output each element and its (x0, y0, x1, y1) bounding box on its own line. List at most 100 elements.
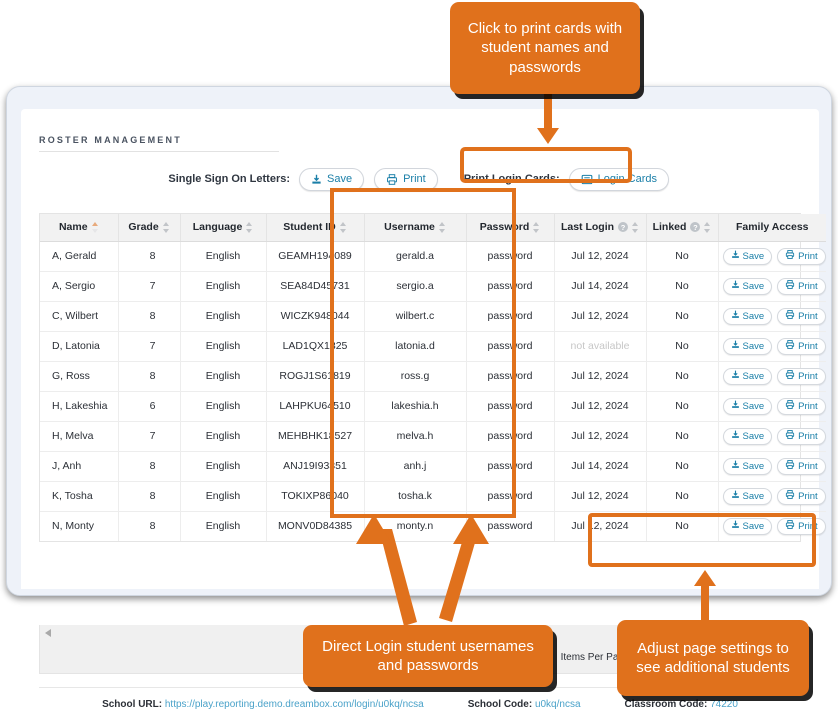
family-print-label: Print (798, 430, 818, 442)
items-per-page-label: Items Per Page: (560, 652, 633, 663)
cell-last-login: Jul 12, 2024 (554, 301, 647, 332)
family-print-label: Print (798, 490, 818, 502)
family-print-button[interactable]: Print (777, 427, 826, 445)
column-header-linked[interactable]: Linked? (646, 214, 719, 242)
family-print-label: Print (798, 460, 818, 472)
column-header-label: Family Access (735, 221, 809, 234)
family-save-label: Save (742, 490, 765, 502)
table-row: D, Latonia 7 English LAD1QX1825 latonia.d pas… (40, 331, 826, 362)
download-icon (731, 490, 740, 502)
family-save-button[interactable]: Save (722, 457, 773, 475)
table-head: Name Grade Language Student ID Username Passw… (40, 214, 826, 242)
family-print-button[interactable]: Print (777, 487, 826, 505)
cell-grade: 8 (118, 241, 181, 272)
scroll-left-arrow-icon[interactable] (45, 629, 51, 637)
cell-linked: No (646, 271, 719, 302)
column-header-password[interactable]: Password (466, 214, 555, 242)
family-save-button[interactable]: Save (722, 277, 773, 295)
cell-last-login: Jul 12, 2024 (554, 361, 647, 392)
download-icon (311, 174, 322, 185)
sort-arrows-icon[interactable] (533, 221, 540, 233)
cell-name: H, Lakeshia (40, 391, 119, 422)
cell-username: melva.h (364, 421, 467, 452)
sort-arrows-icon[interactable] (438, 221, 446, 233)
family-save-label: Save (742, 340, 765, 352)
column-header-language[interactable]: Language (180, 214, 267, 242)
column-header-lastlogin[interactable]: Last Login? (554, 214, 647, 242)
family-print-button[interactable]: Print (777, 337, 826, 355)
printer-icon (785, 430, 795, 442)
cell-name: J, Anh (40, 451, 119, 482)
cell-last-login: not available (554, 331, 647, 362)
sort-arrows-icon[interactable] (246, 221, 253, 233)
family-print-button[interactable]: Print (777, 307, 826, 325)
table-row: J, Anh 8 English ANJ19I93351 anh.j password Ju… (40, 451, 826, 482)
printer-icon (785, 460, 795, 472)
family-print-button[interactable]: Print (777, 457, 826, 475)
cell-grade: 7 (118, 421, 181, 452)
family-save-button[interactable]: Save (722, 427, 773, 445)
cell-language: English (180, 391, 267, 422)
family-print-button[interactable]: Print (777, 277, 826, 295)
family-save-button[interactable]: Save (722, 487, 773, 505)
cell-username: ross.g (364, 361, 467, 392)
table-row: K, Tosha 8 English TOKIXP86040 tosha.k passwo… (40, 481, 826, 512)
printer-icon (785, 280, 795, 292)
download-icon (731, 520, 740, 532)
cell-grade: 8 (118, 451, 181, 482)
family-save-button[interactable]: Save (722, 247, 773, 265)
cell-student-id: ROGJ1S61819 (266, 361, 365, 392)
cell-username: tosha.k (364, 481, 467, 512)
download-icon (731, 370, 740, 382)
table-body: A, Gerald 8 English GEAMH194089 gerald.a pass… (40, 241, 826, 541)
cell-name: D, Latonia (40, 331, 119, 362)
table-row: G, Ross 8 English ROGJ1S61819 ross.g password… (40, 361, 826, 392)
sort-arrows-icon[interactable] (162, 221, 170, 233)
sort-arrows-icon[interactable] (339, 221, 347, 233)
cell-language: English (180, 271, 267, 302)
family-save-button[interactable]: Save (722, 337, 773, 355)
cell-linked: No (646, 421, 719, 452)
family-print-label: Print (798, 400, 818, 412)
cell-family-access: Save Print (718, 241, 826, 272)
cell-family-access: Save Print (718, 481, 826, 512)
sso-save-button[interactable]: Save (299, 167, 365, 191)
single-sign-on-letters-group: Single Sign On Letters: Save Print (168, 167, 438, 191)
family-save-button[interactable]: Save (722, 517, 773, 535)
family-print-button[interactable]: Print (777, 397, 826, 415)
sso-print-label: Print (403, 173, 426, 185)
sso-print-button[interactable]: Print (374, 167, 438, 191)
family-print-button[interactable]: Print (777, 247, 826, 265)
sort-arrows-icon[interactable] (704, 221, 711, 233)
sort-arrows-icon[interactable] (91, 221, 99, 233)
help-icon[interactable]: ? (690, 222, 701, 233)
column-header-name[interactable]: Name (40, 214, 119, 242)
family-save-button[interactable]: Save (722, 397, 773, 415)
column-header-grade[interactable]: Grade (118, 214, 181, 242)
family-print-label: Print (798, 250, 818, 262)
column-header-username[interactable]: Username (364, 214, 467, 242)
family-print-label: Print (798, 370, 818, 382)
column-header-sid[interactable]: Student ID (266, 214, 365, 242)
cell-grade: 8 (118, 361, 181, 392)
family-print-label: Print (798, 280, 818, 292)
roster-table: Name Grade Language Student ID Username Passw… (40, 214, 826, 541)
family-save-label: Save (742, 370, 765, 382)
callout-print-cards: Click to print cards with student names … (450, 2, 640, 94)
download-icon (731, 460, 740, 472)
table-row: C, Wilbert 8 English WICZK948044 wilbert.c pa… (40, 301, 826, 332)
download-icon (731, 310, 740, 322)
sort-arrows-icon[interactable] (632, 221, 639, 233)
family-save-button[interactable]: Save (722, 307, 773, 325)
help-icon[interactable]: ? (618, 222, 629, 233)
cell-language: English (180, 511, 267, 541)
family-save-label: Save (742, 430, 765, 442)
family-save-button[interactable]: Save (722, 367, 773, 385)
cell-grade: 7 (118, 271, 181, 302)
printer-icon (785, 250, 795, 262)
cell-name: C, Wilbert (40, 301, 119, 332)
column-header-label: Password (479, 221, 530, 234)
printer-icon (785, 400, 795, 412)
family-print-button[interactable]: Print (777, 367, 826, 385)
